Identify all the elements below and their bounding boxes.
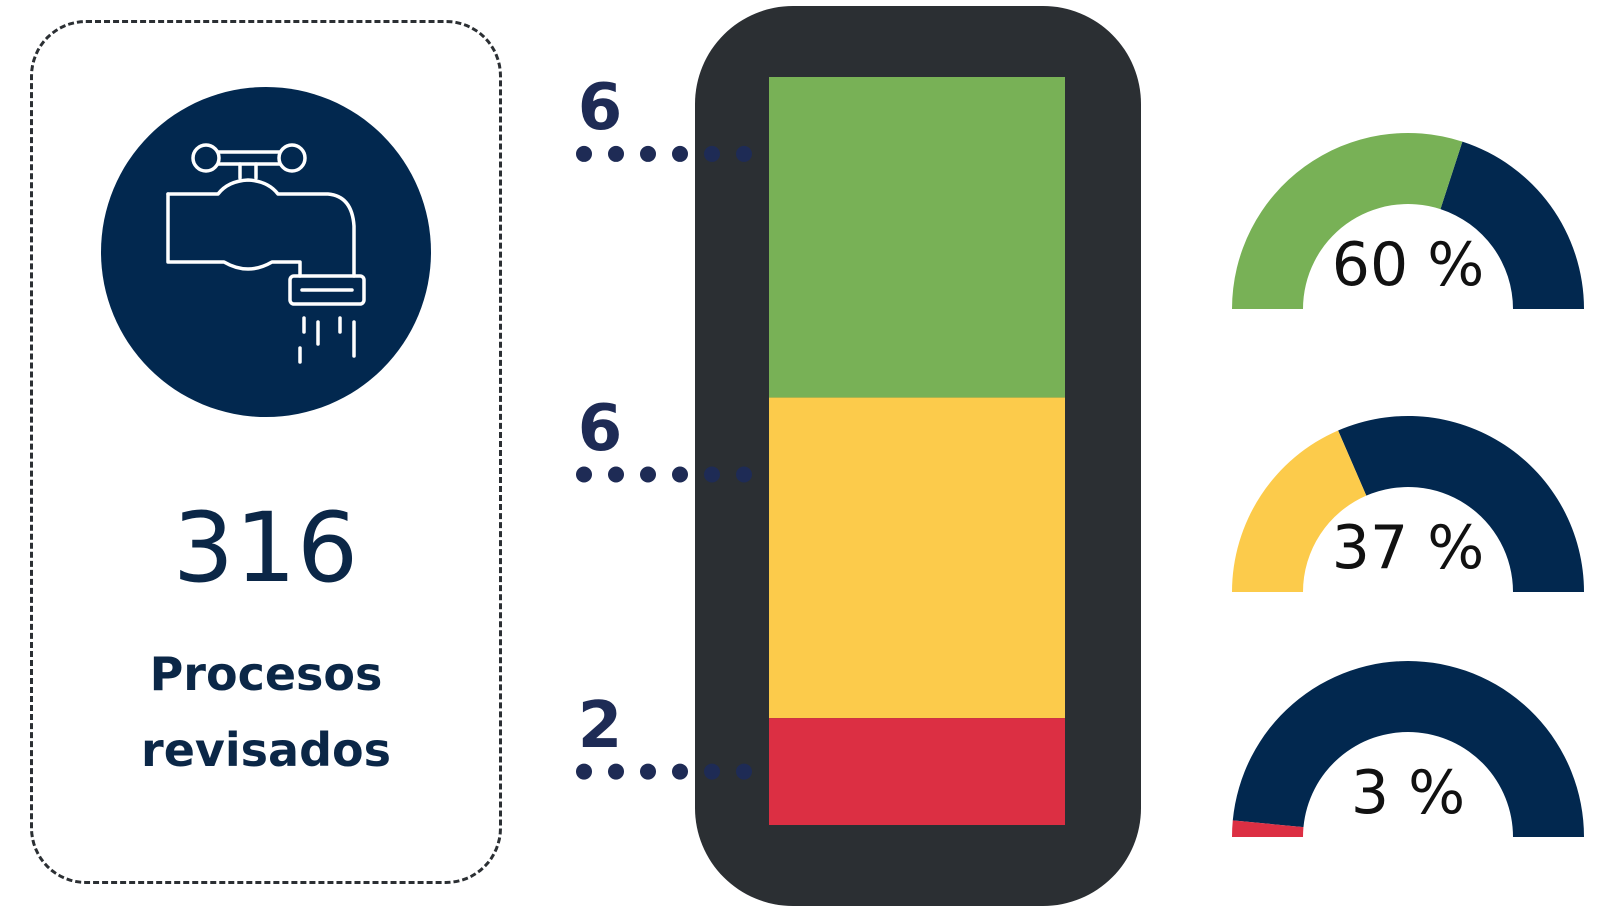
gauge-value-yellow	[1232, 430, 1367, 592]
leader-dot	[576, 466, 592, 483]
leader-dot	[704, 763, 720, 780]
gauge-remainder-red	[1232, 661, 1584, 837]
leader-dot	[608, 466, 624, 483]
leader-dot	[704, 145, 720, 162]
gauge-label-yellow: 37 %	[1331, 513, 1485, 583]
bar-segment-green	[769, 77, 1065, 398]
leader-dot	[576, 763, 592, 780]
faucet-icon-badge	[101, 87, 431, 417]
bar-label-green: 6	[577, 70, 623, 145]
gauge-remainder-green	[1440, 141, 1584, 309]
caption-line-1: Procesos	[149, 647, 383, 701]
leader-dot	[736, 145, 752, 162]
summary-card	[30, 20, 502, 884]
gauge-remainder-yellow	[1338, 416, 1584, 592]
leader-dot	[672, 145, 688, 162]
bar-segments	[769, 77, 1065, 825]
leader-dot	[640, 763, 656, 780]
icon-circle	[101, 87, 431, 417]
processes-count: 316	[172, 492, 360, 604]
caption-line-2: revisados	[141, 723, 391, 777]
gauge-value-red	[1232, 820, 1304, 837]
bar-label-red: 2	[577, 688, 623, 763]
bar-label-yellow: 6	[577, 391, 623, 466]
gauge-label-red: 3 %	[1350, 758, 1466, 828]
gauge-value-green	[1232, 133, 1463, 309]
leader-dot	[736, 466, 752, 483]
water-faucet-icon	[166, 143, 366, 364]
gauge-label-green: 60 %	[1331, 230, 1485, 300]
leader-dots	[576, 145, 752, 780]
leader-dot	[576, 145, 592, 162]
leader-dot	[672, 466, 688, 483]
leader-dot	[672, 763, 688, 780]
processes-caption: Procesos revisados	[88, 636, 444, 788]
leader-dot	[608, 763, 624, 780]
bar-segment-yellow	[769, 397, 1065, 719]
leader-dot	[608, 145, 624, 162]
leader-dot	[736, 763, 752, 780]
bar-segment-red	[769, 718, 1065, 825]
leader-dot	[640, 466, 656, 483]
leader-dot	[704, 466, 720, 483]
leader-dot	[640, 145, 656, 162]
